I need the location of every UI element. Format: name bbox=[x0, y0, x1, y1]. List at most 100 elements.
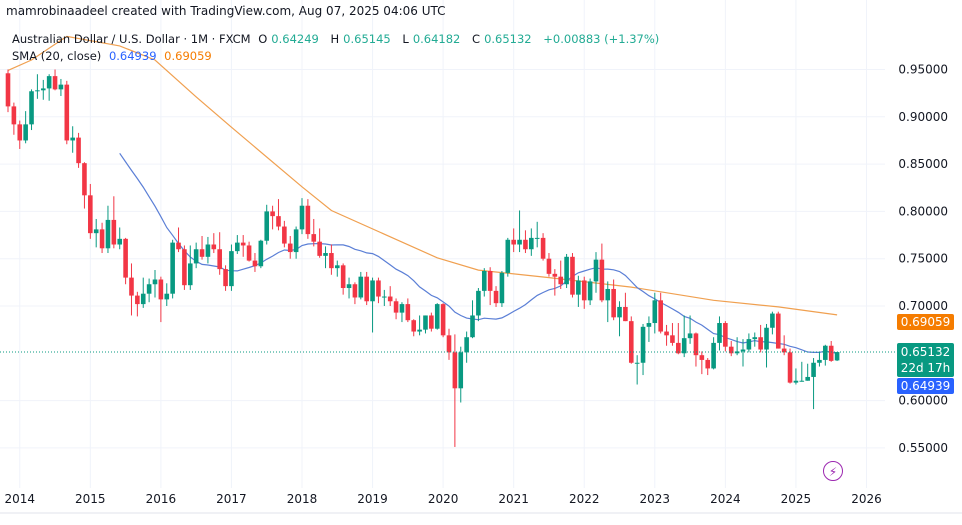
candle-body bbox=[329, 253, 334, 269]
candle-body bbox=[758, 337, 763, 350]
candle-body bbox=[546, 258, 552, 274]
candle-2016-07 bbox=[193, 242, 199, 269]
candle-body bbox=[717, 323, 722, 343]
candle-body bbox=[334, 265, 340, 269]
candle-2018-04 bbox=[317, 228, 322, 258]
candle-body bbox=[593, 259, 599, 282]
candle-2020-01 bbox=[440, 303, 446, 338]
candle-2015-03 bbox=[99, 222, 105, 254]
candle-2020-03 bbox=[452, 334, 458, 447]
candle-2016-11 bbox=[217, 232, 222, 275]
candle-2016-06 bbox=[187, 245, 193, 290]
candle-body bbox=[246, 245, 252, 261]
price-tick-label: 0.75000 bbox=[898, 252, 948, 266]
symbol-title[interactable]: Australian Dollar / U.S. Dollar · 1M · F… bbox=[12, 32, 251, 46]
candle-2015-12 bbox=[152, 270, 158, 298]
candle-2022-06 bbox=[611, 279, 616, 321]
candle-body bbox=[399, 304, 405, 313]
candle-body bbox=[523, 239, 528, 250]
candle-2021-05 bbox=[534, 221, 540, 248]
candle-body bbox=[164, 293, 170, 300]
candle-body bbox=[223, 269, 228, 287]
candle-2020-07 bbox=[476, 288, 481, 322]
candle-2018-08 bbox=[340, 263, 346, 295]
candle-body bbox=[558, 276, 564, 285]
candle-2016-05 bbox=[182, 245, 187, 290]
time-tick-label: 2019 bbox=[357, 492, 388, 506]
candle-2021-01 bbox=[511, 228, 516, 253]
candle-body bbox=[611, 288, 616, 318]
candle-body bbox=[787, 352, 793, 383]
time-tick-label: 2018 bbox=[287, 492, 318, 506]
candle-body bbox=[487, 270, 493, 291]
candle-body bbox=[240, 242, 246, 246]
candle-2023-12 bbox=[717, 316, 722, 351]
sma-label[interactable]: SMA (20, close) bbox=[12, 49, 102, 63]
candle-2020-08 bbox=[481, 268, 487, 297]
candle-body bbox=[23, 124, 28, 141]
candle-body bbox=[129, 277, 134, 296]
candle-body bbox=[793, 380, 799, 383]
candle-2022-05 bbox=[605, 281, 611, 323]
candle-body bbox=[276, 216, 281, 227]
candle-2014-01 bbox=[17, 120, 23, 149]
candle-body bbox=[346, 284, 352, 289]
candle-body bbox=[681, 338, 687, 354]
candle-2023-01 bbox=[652, 292, 658, 334]
candle-2015-05 bbox=[111, 196, 117, 249]
candle-2016-04 bbox=[176, 227, 181, 253]
candle-body bbox=[440, 304, 446, 336]
candle-2024-05 bbox=[746, 333, 752, 353]
candle-body bbox=[464, 337, 469, 353]
candle-2021-07 bbox=[546, 253, 552, 277]
candle-2019-03 bbox=[382, 289, 387, 306]
candle-body bbox=[799, 380, 805, 382]
candle-2021-10 bbox=[564, 253, 569, 289]
time-tick-label: 2014 bbox=[4, 492, 35, 506]
candle-2013-11 bbox=[5, 69, 11, 113]
candle-2015-01 bbox=[88, 183, 93, 239]
candle-2022-12 bbox=[646, 316, 652, 342]
candle-2020-02 bbox=[446, 328, 452, 360]
candle-body bbox=[40, 88, 46, 91]
candle-2021-12 bbox=[576, 275, 581, 307]
candle-body bbox=[581, 280, 587, 301]
candle-body bbox=[781, 348, 787, 353]
candle-2015-07 bbox=[123, 237, 128, 285]
candle-body bbox=[311, 234, 317, 242]
last-price: 0.65132 bbox=[900, 345, 951, 360]
candle-2020-06 bbox=[470, 300, 475, 339]
candle-body bbox=[370, 280, 375, 302]
candle-body bbox=[205, 244, 211, 257]
candle-2020-09 bbox=[487, 267, 493, 306]
ohlc-close: C 0.65132 bbox=[472, 32, 532, 46]
candle-2019-06 bbox=[399, 302, 405, 323]
candle-body bbox=[323, 253, 328, 256]
candle-body bbox=[352, 284, 358, 298]
candle-body bbox=[481, 270, 487, 291]
candle-body bbox=[458, 352, 464, 389]
candle-2025-07 bbox=[828, 341, 834, 362]
candle-2023-04 bbox=[670, 323, 675, 346]
candle-2020-11 bbox=[499, 270, 505, 307]
time-axis[interactable]: 2014 2015 2016 2017 2018 2019 2020 2021 2022 2023… bbox=[4, 492, 881, 506]
candle-body bbox=[452, 352, 458, 389]
lightning-icon[interactable]: ⚡ bbox=[823, 461, 843, 481]
price-axis[interactable]: 0.95000 0.90000 0.85000 0.80000 0.75000 0.700… bbox=[898, 63, 948, 455]
candle-2021-08 bbox=[552, 269, 558, 296]
candle-body bbox=[499, 272, 505, 304]
candle-2014-04 bbox=[35, 74, 40, 99]
candle-2018-12 bbox=[364, 271, 369, 306]
bar-countdown: 22d 17h bbox=[900, 361, 951, 376]
candle-body bbox=[35, 90, 40, 92]
candle-body bbox=[417, 329, 422, 332]
candle-2023-06 bbox=[681, 315, 687, 358]
time-tick-label: 2017 bbox=[216, 492, 247, 506]
candle-body bbox=[187, 263, 193, 286]
candle-2022-02 bbox=[587, 278, 593, 306]
candle-body bbox=[376, 280, 381, 297]
candle-2023-11 bbox=[711, 337, 716, 370]
sma-orange-value: 0.69059 bbox=[164, 49, 212, 63]
candle-2024-04 bbox=[740, 339, 746, 367]
